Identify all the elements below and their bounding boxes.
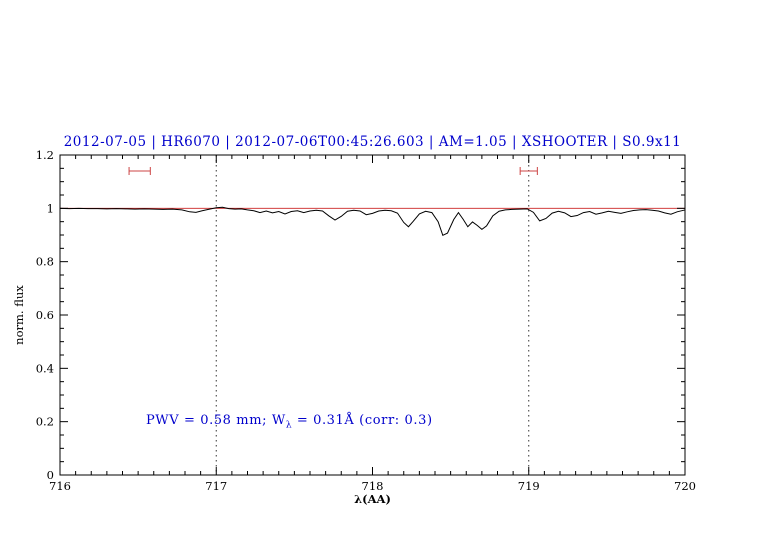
y-tick-label: 0.4 <box>36 361 54 375</box>
annotation-lambda-sub: λ <box>285 420 293 431</box>
y-tick-label: 0.2 <box>36 415 54 429</box>
y-tick-label: 1 <box>47 201 54 215</box>
x-tick-label: 716 <box>49 479 71 493</box>
x-tick-label: 718 <box>362 479 384 493</box>
x-tick-label: 720 <box>674 479 696 493</box>
pwv-annotation: PWV = 0.58 mm; Wλ = 0.31Å (corr: 0.3) <box>146 413 433 431</box>
y-tick-label: 1.2 <box>36 148 54 162</box>
y-tick-label: 0.6 <box>36 308 54 322</box>
x-axis-label: λ(AA) <box>354 492 391 506</box>
y-tick-label: 0 <box>47 468 54 482</box>
y-tick-label: 0.8 <box>36 255 54 269</box>
spectrum-line <box>59 206 686 236</box>
annotation-prefix: PWV = 0.58 mm; W <box>145 412 286 428</box>
x-tick-label: 717 <box>205 479 227 493</box>
annotation-suffix: = 0.31Å (corr: 0.3) <box>292 412 433 428</box>
x-tick-label: 719 <box>518 479 540 493</box>
plot-title: 2012-07-05 | HR6070 | 2012-07-06T00:45:2… <box>63 134 682 150</box>
